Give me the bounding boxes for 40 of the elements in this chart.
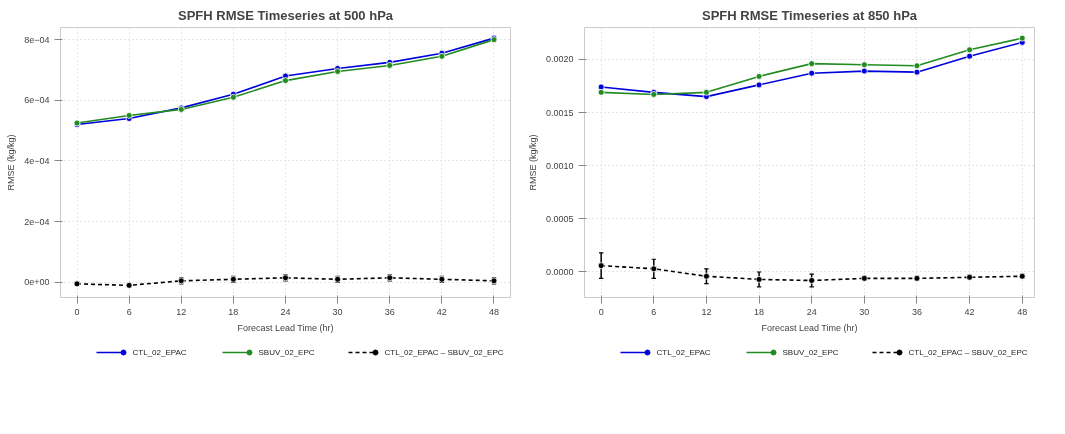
y-tick-label: 4e−04 [24,155,50,166]
x-axis-title: Forecast Lead Time (hr) [761,322,858,333]
y-tick-label: 2e−04 [24,216,50,227]
x-tick-label: 18 [228,306,239,317]
y-tick-label: 6e−04 [24,95,50,106]
x-tick-label: 0 [598,306,604,317]
legend-label: SBUV_02_EPC [782,348,839,357]
x-tick-label: 6 [651,306,657,317]
y-tick-label: 8e−04 [24,34,50,45]
x-tick-label: 12 [701,306,712,317]
y-tick-label: 0.0015 [545,107,574,118]
x-tick-label: 12 [176,306,187,317]
legend-label: CTL_02_EPAC [132,348,187,357]
x-tick-label: 42 [964,306,975,317]
y-axis-title: RMSE (kg/kg) [527,134,538,191]
legend-label: CTL_02_EPAC – SBUV_02_EPC [908,348,1028,357]
x-tick-label: 30 [859,306,870,317]
x-tick-label: 36 [384,306,395,317]
x-tick-label: 42 [436,306,447,317]
chart-title: SPFH RMSE Timeseries at 850 hPa [701,7,918,23]
legend-label: SBUV_02_EPC [258,348,315,357]
x-tick-label: 30 [332,306,343,317]
x-tick-label: 24 [280,306,291,317]
y-tick-label: 0.0000 [545,266,574,277]
x-axis-title: Forecast Lead Time (hr) [237,322,334,333]
legend-label: CTL_02_EPAC – SBUV_02_EPC [384,348,504,357]
y-tick-label: 0.0010 [545,160,574,171]
x-tick-label: 48 [1017,306,1028,317]
x-tick-label: 36 [911,306,922,317]
y-axis-title: RMSE (kg/kg) [6,134,17,191]
chart-title: SPFH RMSE Timeseries at 500 hPa [177,7,394,23]
y-tick-label: 0e+00 [24,277,50,288]
legend-label: CTL_02_EPAC [656,348,711,357]
x-tick-label: 6 [126,306,132,317]
y-tick-label: 0.0005 [545,213,574,224]
x-tick-label: 48 [488,306,499,317]
x-tick-label: 24 [806,306,817,317]
y-tick-label: 0.0020 [545,54,574,65]
x-tick-label: 18 [754,306,765,317]
x-tick-label: 0 [74,306,80,317]
